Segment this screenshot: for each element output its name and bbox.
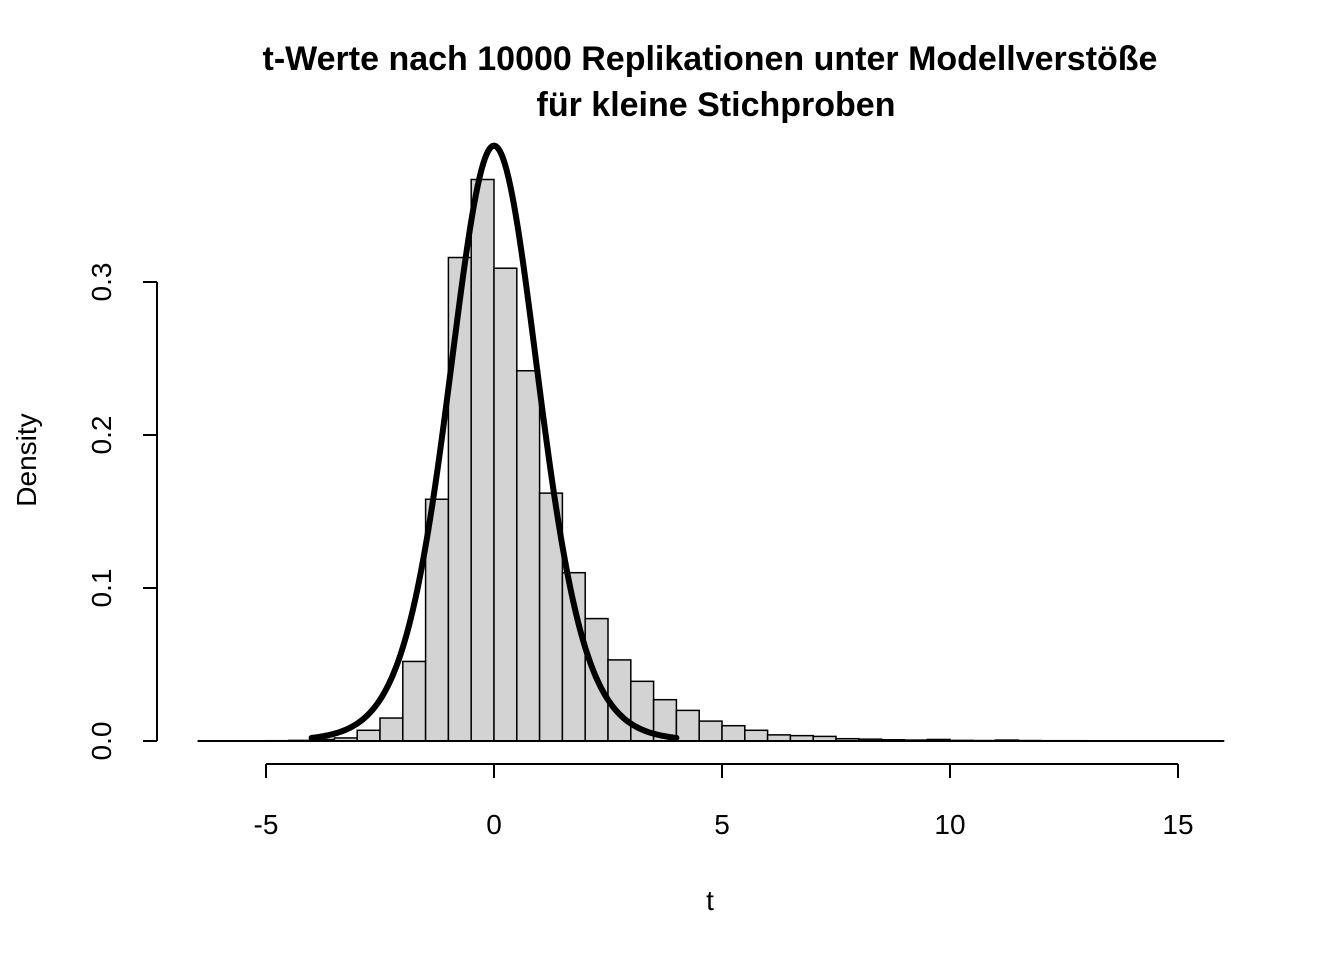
histogram-bar: [402, 660, 427, 742]
y-tick-label: 0.3: [86, 263, 117, 302]
histogram-bar: [698, 720, 723, 742]
density-curve: [308, 142, 680, 741]
histogram-bar: [379, 717, 404, 742]
y-tick-label: 0.2: [86, 416, 117, 455]
histogram-bar: [447, 256, 472, 742]
chart-title-line2: für kleine Stichproben: [537, 86, 896, 124]
histogram-bar: [744, 729, 769, 742]
histogram-bar: [470, 178, 495, 742]
x-tick-label: 10: [934, 809, 965, 840]
x-tick-label: 0: [486, 809, 502, 840]
histogram-bar: [675, 709, 700, 742]
histogram-bar: [356, 729, 381, 742]
y-tick-label: 0.0: [86, 722, 117, 761]
y-tick-label: 0.1: [86, 569, 117, 608]
histogram-bar: [493, 267, 518, 742]
y-axis-label: Density: [11, 413, 42, 506]
chart-title-line1: t-Werte nach 10000 Replikationen unter M…: [263, 40, 1158, 78]
histogram-bar: [516, 369, 541, 742]
histogram-bars: [197, 178, 1225, 742]
histogram-bar: [721, 724, 746, 742]
x-tick-label: -5: [254, 809, 279, 840]
y-axis: 0.0 0.1 0.2 0.3: [86, 263, 158, 761]
x-axis-label: t: [706, 885, 714, 916]
x-tick-label: 5: [714, 809, 730, 840]
x-axis: -5 0 5 10 15: [254, 763, 1194, 840]
x-tick-label: 15: [1162, 809, 1193, 840]
